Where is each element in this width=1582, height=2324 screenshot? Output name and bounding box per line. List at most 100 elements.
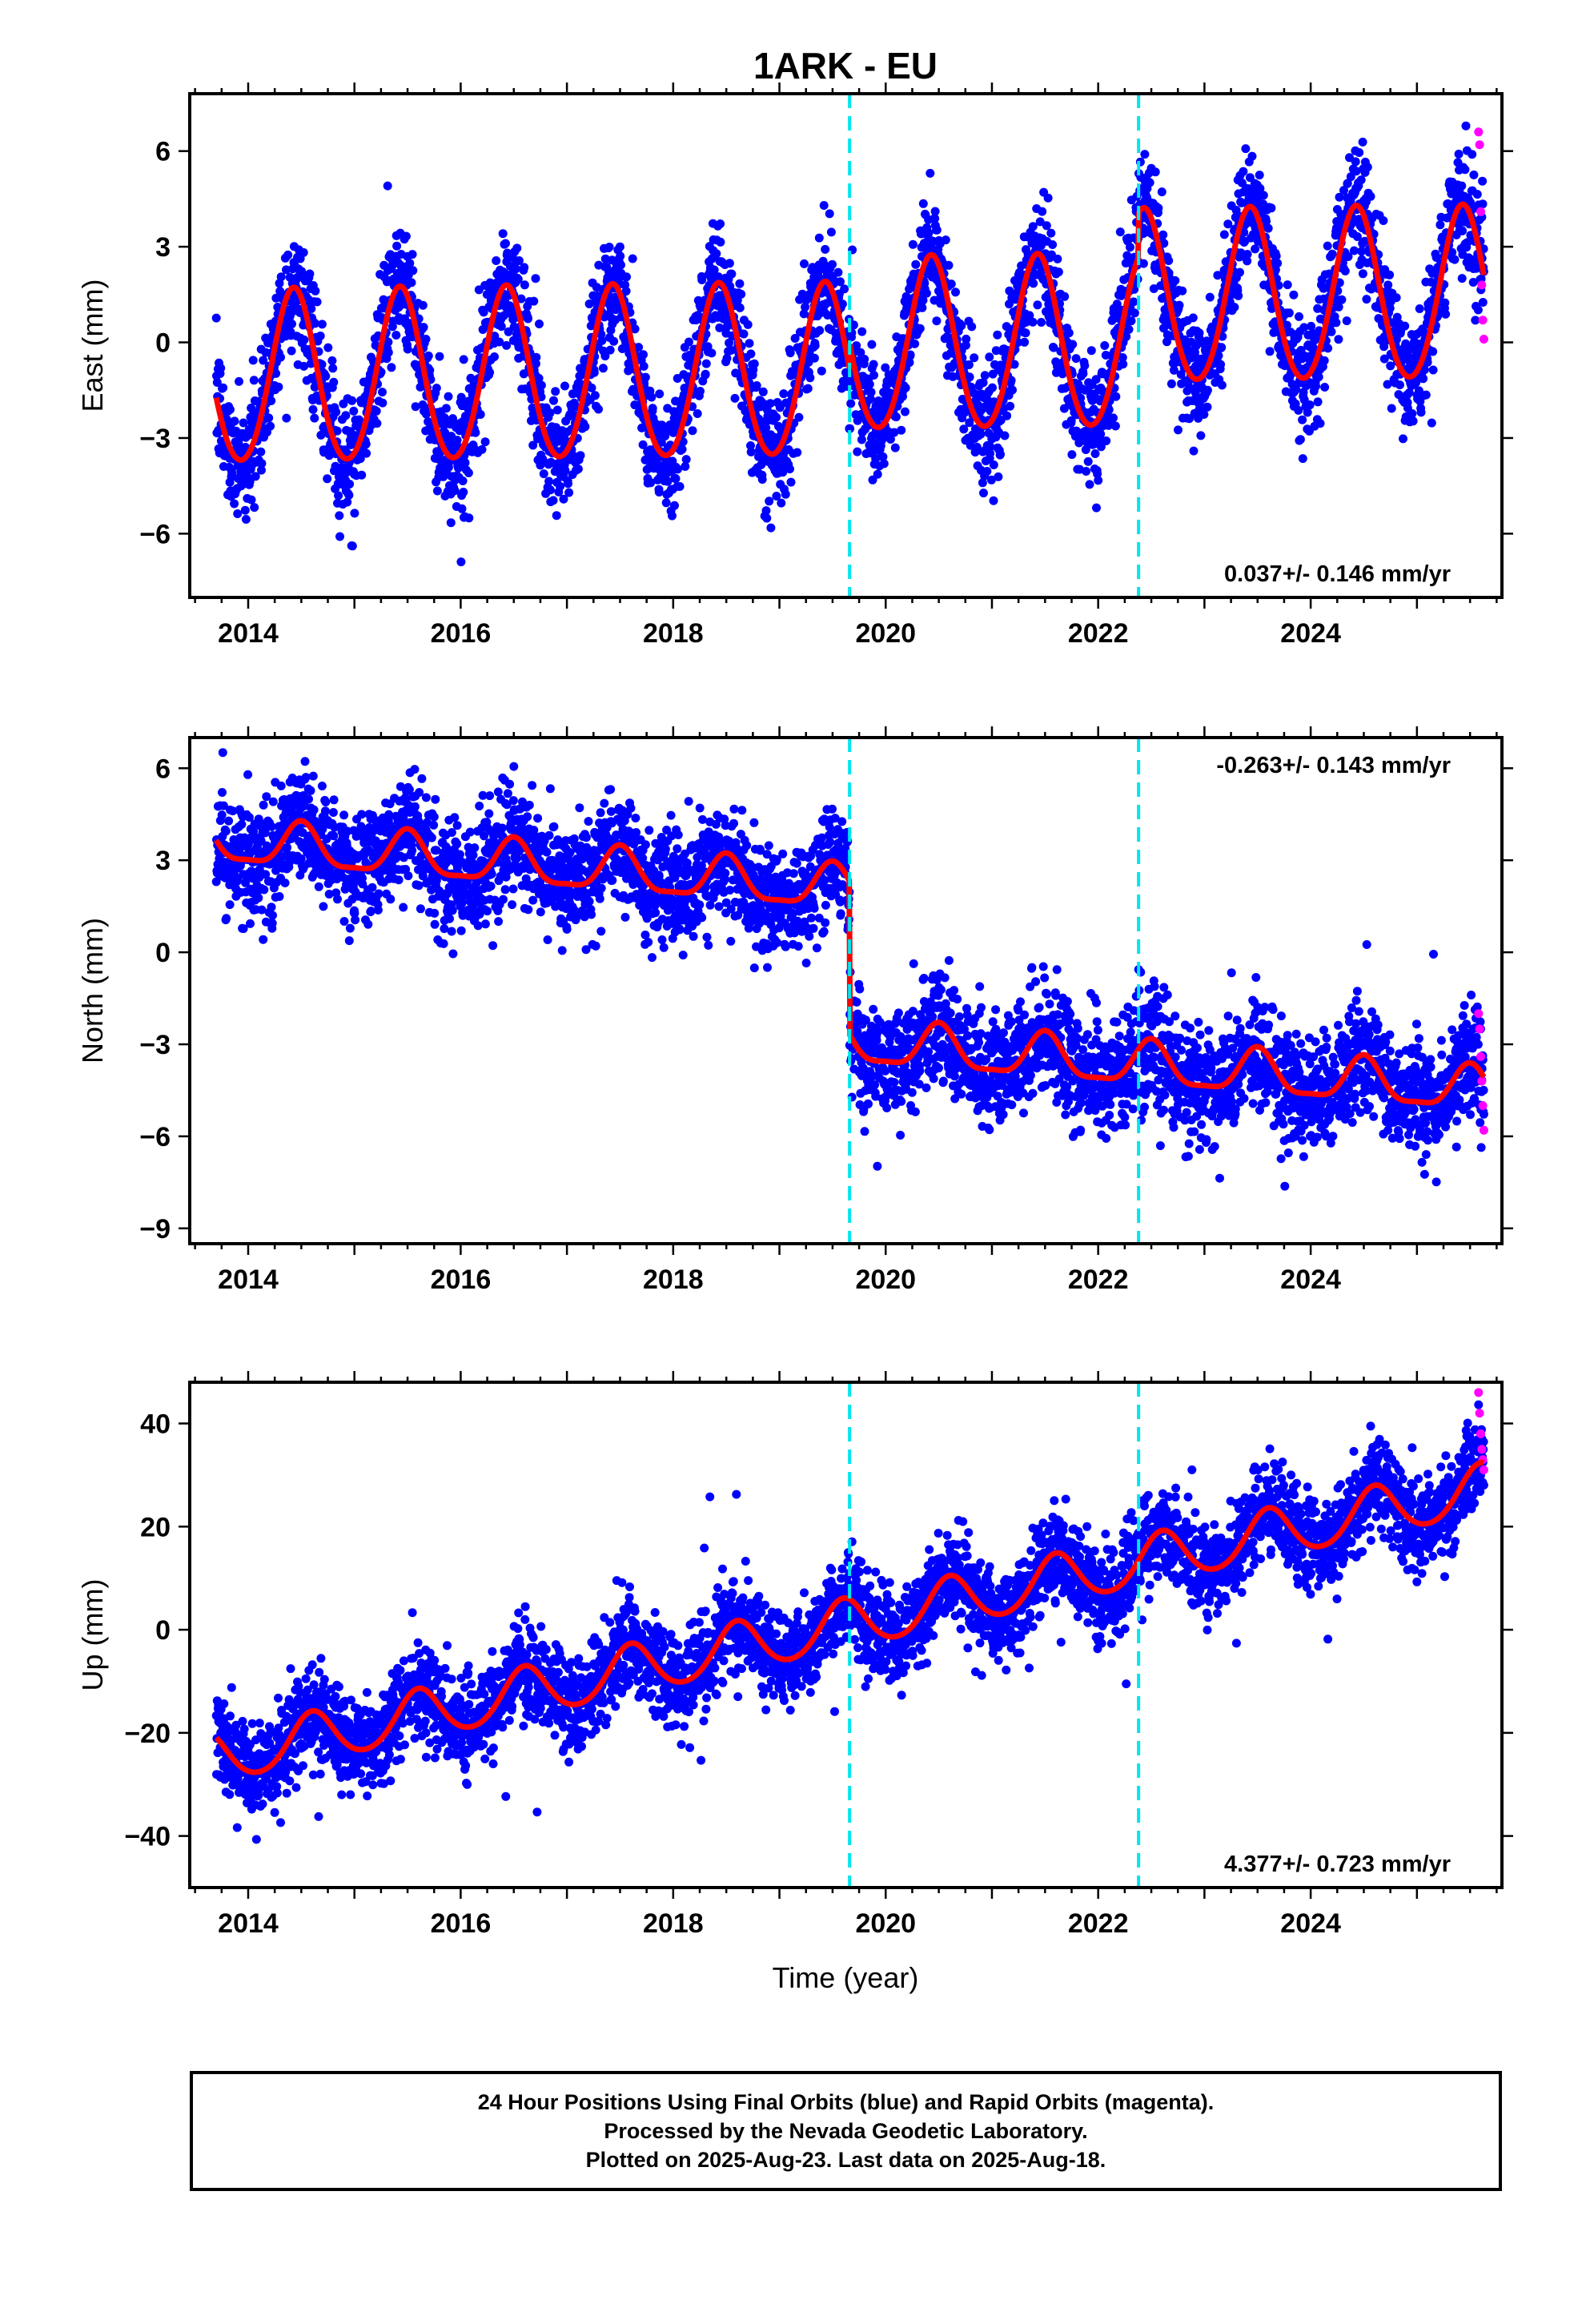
- final-orbit-point: [869, 371, 878, 380]
- final-orbit-point: [1000, 431, 1010, 440]
- final-orbit-point: [678, 437, 688, 447]
- final-orbit-point: [283, 250, 293, 259]
- final-orbit-point: [531, 274, 540, 283]
- final-orbit-point: [1158, 230, 1168, 239]
- y-tick-label: −6: [139, 519, 171, 549]
- final-orbit-point: [1071, 354, 1081, 364]
- final-orbit-point: [378, 388, 387, 397]
- final-orbit-point: [408, 266, 418, 275]
- final-orbit-point: [536, 380, 546, 390]
- final-orbit-point: [917, 303, 927, 312]
- final-orbit-point: [378, 398, 387, 408]
- final-orbit-point: [846, 399, 856, 408]
- final-orbit-point: [216, 364, 226, 373]
- final-orbit-point: [432, 384, 441, 393]
- final-orbit-point: [1170, 275, 1180, 285]
- final-orbit-point: [873, 469, 882, 479]
- final-orbit-point: [425, 365, 435, 375]
- final-orbit-point: [211, 313, 221, 323]
- final-orbit-point: [424, 351, 433, 360]
- final-orbit-point: [1289, 290, 1299, 300]
- final-orbit-point: [1428, 347, 1438, 356]
- final-orbit-point: [528, 440, 538, 450]
- final-orbit-point: [1323, 241, 1332, 251]
- final-orbit-point: [994, 472, 1003, 481]
- final-orbit-point: [696, 387, 705, 396]
- rapid-orbit-point: [1479, 335, 1488, 344]
- final-orbit-point: [932, 225, 942, 235]
- final-orbit-point: [709, 265, 719, 275]
- final-orbit-point: [1298, 454, 1307, 464]
- final-orbit-point: [638, 440, 648, 449]
- final-orbit-point: [1472, 190, 1482, 199]
- final-orbit-point: [745, 339, 754, 348]
- final-orbit-point: [421, 335, 431, 344]
- final-orbit-point: [781, 489, 790, 499]
- final-orbit-point: [828, 259, 837, 269]
- final-orbit-point: [371, 406, 381, 416]
- final-orbit-point: [329, 831, 339, 841]
- final-orbit-point: [646, 478, 656, 488]
- final-orbit-point: [746, 447, 756, 456]
- final-orbit-point: [361, 440, 371, 448]
- final-orbit-point: [403, 344, 412, 354]
- final-orbit-point: [1457, 181, 1467, 191]
- final-orbit-point: [1145, 178, 1154, 187]
- final-orbit-point: [986, 442, 995, 452]
- final-orbit-point: [1216, 360, 1226, 369]
- final-orbit-point: [891, 412, 901, 422]
- final-orbit-point: [1327, 249, 1337, 259]
- final-orbit-point: [640, 372, 650, 382]
- final-orbit-point: [648, 404, 657, 413]
- final-orbit-point: [224, 816, 234, 826]
- final-orbit-point: [367, 883, 377, 892]
- final-orbit-point: [1327, 327, 1336, 336]
- final-orbit-point: [814, 233, 824, 243]
- final-orbit-point: [1283, 280, 1292, 290]
- final-orbit-point: [315, 332, 325, 340]
- final-orbit-point: [1334, 335, 1343, 344]
- final-orbit-point: [598, 364, 608, 373]
- final-orbit-point: [287, 320, 296, 328]
- final-orbit-point: [867, 340, 877, 349]
- final-orbit-point: [328, 808, 338, 817]
- final-orbit-point: [535, 320, 544, 328]
- final-orbit-point: [514, 256, 524, 265]
- final-orbit-point: [957, 321, 966, 331]
- final-orbit-point: [308, 771, 318, 781]
- final-orbit-point: [314, 882, 323, 891]
- final-orbit-point: [259, 800, 268, 810]
- final-orbit-point: [250, 503, 259, 513]
- final-orbit-point: [362, 448, 371, 458]
- final-orbit-point: [1239, 167, 1248, 176]
- final-orbit-point: [932, 316, 942, 326]
- final-orbit-point: [634, 343, 644, 352]
- final-orbit-point: [351, 915, 360, 925]
- final-orbit-point: [677, 444, 687, 454]
- final-orbit-point: [1251, 244, 1260, 254]
- final-orbit-point: [1064, 328, 1074, 338]
- final-orbit-point: [350, 509, 359, 518]
- final-orbit-point: [765, 497, 774, 506]
- final-orbit-point: [332, 426, 342, 436]
- final-orbit-point: [268, 911, 277, 920]
- final-orbit-point: [1102, 436, 1111, 445]
- final-orbit-point: [317, 360, 327, 369]
- final-orbit-point: [1362, 295, 1371, 304]
- final-orbit-point: [268, 797, 278, 806]
- final-orbit-point: [1080, 361, 1090, 370]
- final-orbit-point: [305, 269, 315, 279]
- final-orbit-point: [941, 235, 950, 245]
- final-orbit-point: [1217, 380, 1227, 390]
- final-orbit-point: [1311, 381, 1320, 391]
- final-orbit-point: [726, 345, 736, 355]
- final-orbit-point: [498, 229, 508, 239]
- y-tick-label: 0: [155, 328, 171, 359]
- x-tick-label: 2014: [218, 618, 279, 649]
- final-orbit-point: [1473, 305, 1483, 315]
- final-orbit-point: [1461, 121, 1471, 131]
- final-orbit-point: [786, 477, 796, 487]
- final-orbit-point: [247, 495, 256, 505]
- final-orbit-point: [594, 404, 603, 414]
- final-orbit-point: [1342, 316, 1351, 326]
